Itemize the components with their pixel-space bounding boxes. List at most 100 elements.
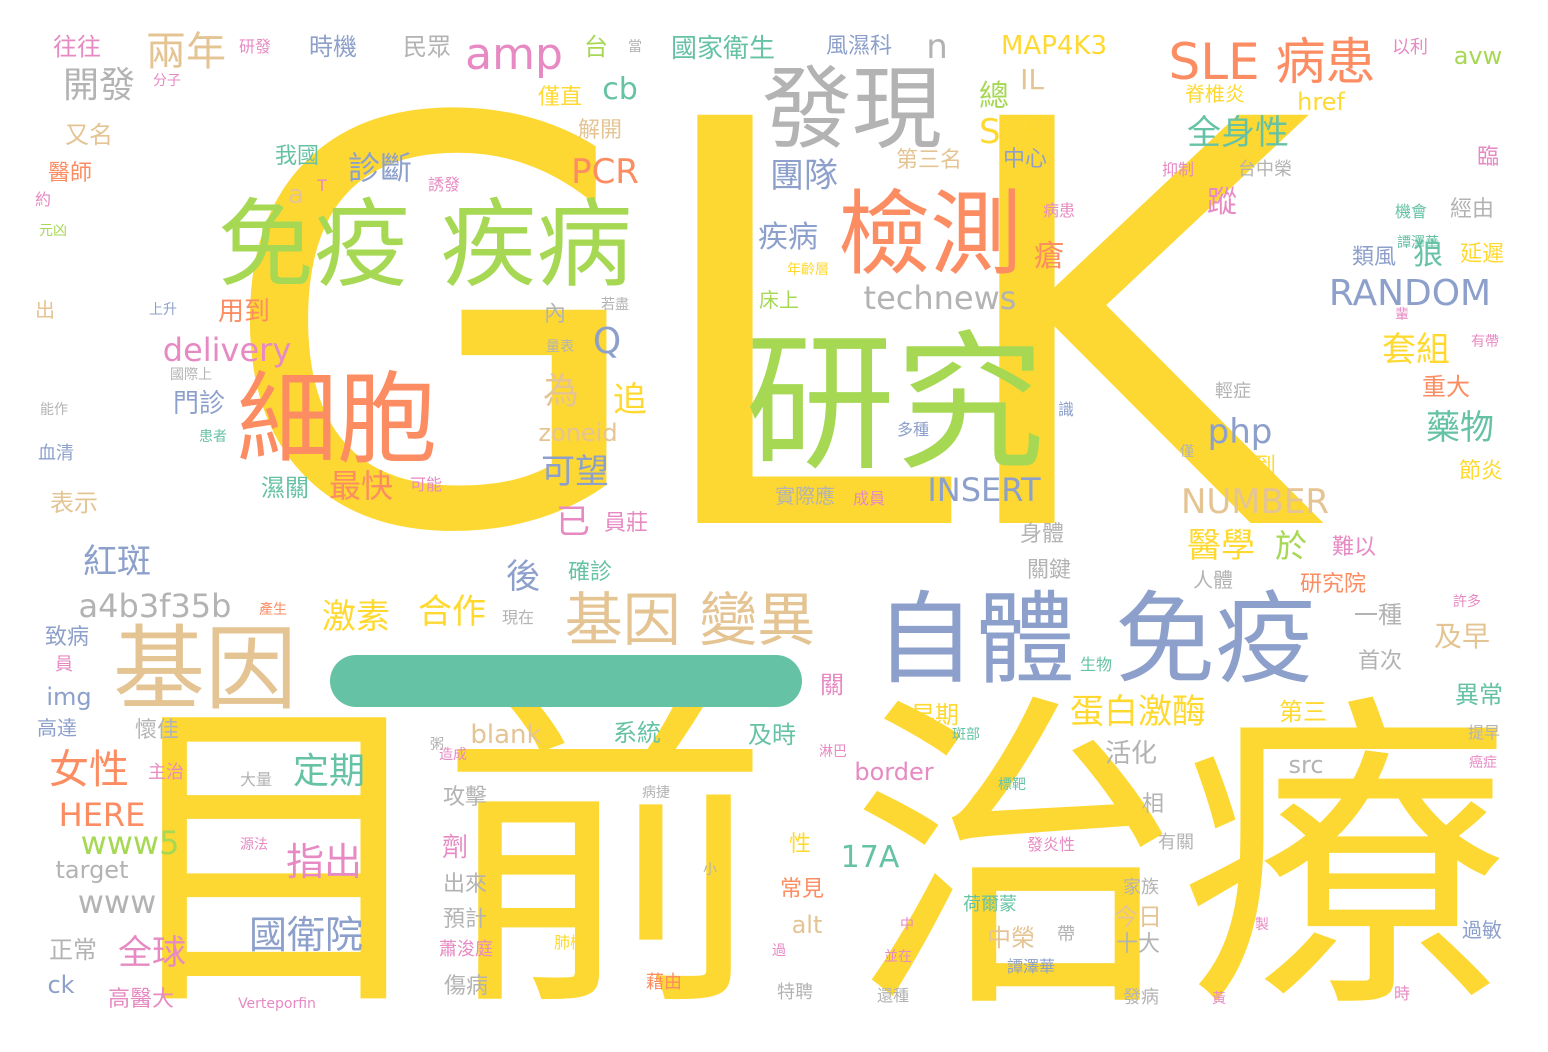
word-yong-dao: 用到: [217, 297, 271, 327]
word-alt: alt: [791, 911, 823, 939]
word-liang-biao: 量表: [546, 339, 574, 355]
bar-mark: [330, 655, 802, 707]
word-yao-wu: 藥物: [1426, 408, 1494, 448]
word-t: T: [317, 176, 327, 195]
word-yu-ji: 預計: [442, 907, 488, 932]
word-di-san: 第三: [1279, 698, 1327, 726]
word-yi-zhong: 一種: [1354, 601, 1402, 629]
word-yan-chi: 延遲: [1459, 242, 1505, 267]
word-jing-you: 經由: [1449, 197, 1495, 222]
word-delivery: delivery: [162, 331, 292, 369]
word-amp: amp: [465, 29, 563, 80]
word-fei-jian: 肺檢: [553, 933, 587, 952]
word-chu-lai: 出來: [442, 872, 488, 897]
word-chuang: 瘡: [1034, 239, 1064, 274]
word-here: HERE: [58, 796, 146, 834]
word-guo-jia-wei-sheng: 國家衛生: [670, 34, 776, 64]
word-que-zhen: 確診: [567, 560, 613, 585]
word-dai: 帶: [1057, 924, 1075, 945]
word-cheng-yuan: 成員: [852, 489, 886, 508]
word-yuan-zhuang: 員莊: [603, 511, 649, 536]
word-map4k3: MAP4K3: [1000, 31, 1108, 61]
word-di-san-ming: 第三名: [895, 148, 963, 173]
word-biao-ba: 標靶: [998, 777, 1026, 793]
word-ji-yin: 基因: [112, 616, 298, 723]
word-fa-yan-xing: 發炎性: [1026, 835, 1076, 854]
word-feng-shi-ke: 風濕科: [825, 34, 893, 59]
word-yu: 於: [1274, 527, 1308, 565]
word-zui-kuai: 最快: [328, 467, 394, 505]
word-yi-zhi: 抑制: [1161, 160, 1195, 179]
word-qing-zheng: 輕症: [1215, 381, 1251, 402]
word-dan-bai-ji-mei: 蛋白激酶: [1070, 692, 1206, 732]
word-ruo-jin: 若盡: [601, 297, 629, 313]
word-zhu-zhi: 主治: [148, 762, 184, 783]
word-huan-zhe: 患者: [199, 429, 227, 445]
word-jin-zhi: 僅直: [537, 85, 583, 110]
word-ji-yin-bian-yi: 基因 變異: [564, 586, 816, 654]
word-zhong-rong: 中榮: [987, 924, 1035, 952]
word-ji-shi: 及時: [748, 721, 796, 749]
word-huai-jia: 懷佳: [134, 718, 180, 743]
word-lin-ba: 淋巴: [819, 744, 847, 760]
word-technews: technews: [863, 279, 1017, 317]
word-chang-jian: 常見: [779, 877, 825, 902]
word-jin-ri: 今日: [1114, 903, 1162, 931]
word-gao-da: 高達: [37, 716, 77, 740]
word-random: RANDOM: [1328, 273, 1492, 314]
word-bing-huan: 病患: [1042, 201, 1076, 220]
word-zhong: 中: [900, 917, 914, 933]
word-yan-jiu-yuan: 研究院: [1299, 572, 1367, 597]
word-ck: ck: [47, 971, 75, 999]
word-da-dao: 達到: [1231, 454, 1277, 479]
word-xiao: 小: [703, 862, 717, 878]
word-shou-ci: 首次: [1357, 649, 1403, 674]
word-zheng-chang: 正常: [49, 936, 97, 964]
word-men-zhen: 門診: [172, 389, 226, 419]
word-xi-tong: 系統: [613, 719, 661, 747]
word-yi-xue: 醫學: [1187, 526, 1255, 566]
word-kai-fa: 開發: [62, 65, 136, 106]
word-glk-text: GLK: [218, 4, 1311, 656]
word-fa-xian: 發現: [762, 57, 942, 162]
word-yuan-xiong: 元凶: [39, 223, 67, 239]
word-insert: INSERT: [927, 471, 1041, 509]
word-target: target: [55, 856, 129, 884]
word-quan-shen-xing: 全身性: [1187, 113, 1289, 153]
word-fen-zi: 分子: [153, 73, 181, 89]
word-www: www: [77, 883, 157, 921]
word-duo-zhong: 多種: [896, 420, 930, 439]
word-zao-qi: 早期: [911, 701, 959, 729]
word-gao-yi-da: 高醫大: [107, 987, 175, 1012]
word-q: Q: [592, 321, 622, 362]
word-tan-ze-hua-2: 譚澤華: [1397, 235, 1439, 251]
word-lang: 狼: [1413, 237, 1443, 272]
word-guo-ji-shang: 國際上: [170, 367, 212, 383]
word-dang: 當: [628, 39, 642, 55]
word-pi: 輩: [1395, 307, 1409, 323]
word-huo-hua: 活化: [1104, 739, 1158, 769]
word-shi-guan: 濕關: [261, 474, 309, 502]
word-shang-bing: 傷病: [443, 974, 489, 999]
word-zoneid: zoneid: [538, 419, 618, 447]
word-yan-jiu: 研究: [744, 318, 1046, 492]
word-he-er-meng: 荷爾蒙: [963, 894, 1017, 915]
word-wei: 為: [542, 371, 580, 412]
word-zhi-liao: 治療: [850, 668, 1510, 1052]
word-href: href: [1297, 88, 1345, 116]
word-wo-guo: 我國: [274, 144, 320, 169]
word-huang: 黃: [1212, 991, 1226, 1007]
word-wang-wang: 往往: [53, 33, 101, 61]
word-zhen-duan: 診斷: [347, 149, 413, 187]
word-17a: 17A: [840, 840, 900, 875]
word-gong-ji: 攻擊: [442, 785, 488, 810]
word-biao-shi: 表示: [50, 489, 98, 517]
word-bing-jie: 病捷: [642, 785, 670, 801]
word-quan-qiu: 全球: [118, 933, 186, 973]
word-ban-bu: 斑部: [952, 727, 980, 743]
word-border: border: [854, 758, 934, 786]
word-zhong-xin: 中心: [1002, 147, 1048, 172]
word-src: src: [1288, 751, 1324, 779]
word-zong2: 蹤: [1207, 185, 1237, 220]
word-shi: 時: [1393, 984, 1411, 1003]
